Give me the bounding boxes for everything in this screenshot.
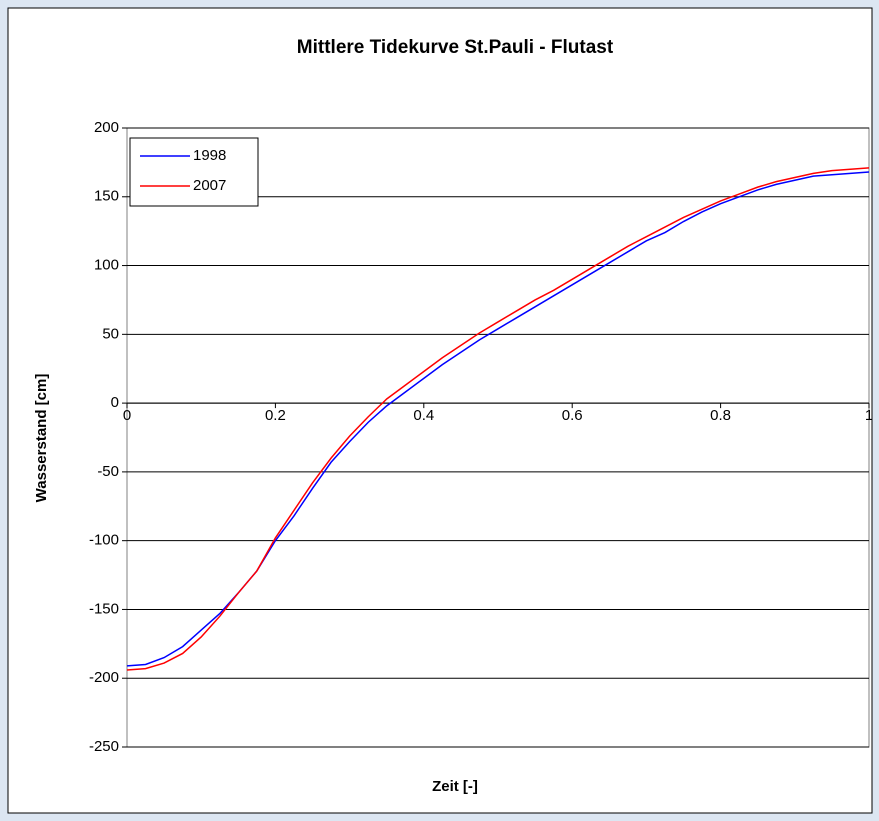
y-tick-label: 50 <box>102 325 119 342</box>
x-tick-label: 1 <box>865 407 873 424</box>
y-tick-label: -50 <box>97 463 119 480</box>
x-tick-label: 0.4 <box>413 407 434 424</box>
legend <box>129 137 259 207</box>
data-line <box>126 167 870 671</box>
y-tick-label: 0 <box>111 394 119 411</box>
y-tick-label: 150 <box>94 188 119 205</box>
y-axis-label: Wasserstand [cm] <box>33 374 50 503</box>
x-axis-label: Zeit [-] <box>432 778 478 795</box>
x-tick-label: 0 <box>123 407 131 424</box>
y-tick-label: -200 <box>89 669 119 686</box>
y-tick-label: 200 <box>94 119 119 136</box>
y-tick-label: -250 <box>89 738 119 755</box>
legend-label: 2007 <box>193 177 226 194</box>
legend-label: 1998 <box>193 147 226 164</box>
x-tick-label: 0.2 <box>265 407 286 424</box>
y-tick-label: -150 <box>89 600 119 617</box>
x-tick-label: 0.8 <box>710 407 731 424</box>
chart-title: Mittlere Tidekurve St.Pauli - Flutast <box>297 37 614 58</box>
y-tick-label: 100 <box>94 257 119 274</box>
plot-area <box>126 127 870 748</box>
y-tick-label: -100 <box>89 532 119 549</box>
x-tick-label: 0.6 <box>562 407 583 424</box>
